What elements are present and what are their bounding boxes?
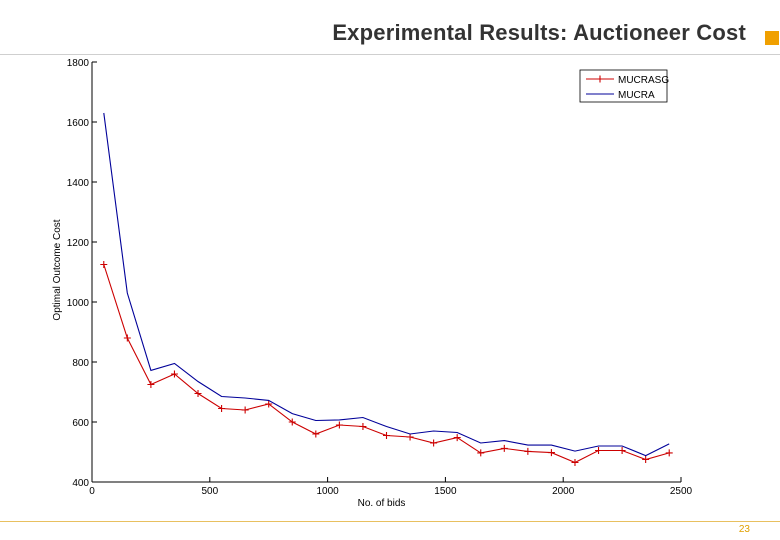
accent-square [765,31,779,45]
data-point-mucrasg [100,261,108,268]
data-point-mucrasg [383,432,390,439]
x-tick-label: 2000 [552,486,575,497]
data-point-mucrasg [194,390,202,397]
y-tick-label: 800 [72,358,89,369]
data-point-mucrasg [241,406,249,414]
x-tick-label: 1000 [316,486,339,497]
data-point-mucrasg [524,447,532,455]
title-divider [0,54,780,55]
y-tick-label: 1600 [67,118,90,129]
y-tick-label: 1200 [67,238,90,249]
legend-label-mucra: MUCRA [618,90,655,101]
data-point-mucrasg [359,423,367,430]
data-point-mucrasg [123,334,131,342]
data-point-mucrasg [571,459,579,466]
y-tick-label: 1000 [67,298,90,309]
slide-title: Experimental Results: Auctioneer Cost [332,20,746,45]
data-point-mucrasg [147,381,155,388]
data-point-mucrasg [218,405,226,412]
y-axis-title: Optimal Outcome Cost [52,219,63,320]
data-point-mucrasg [335,421,343,429]
legend-marker-mucrasg [596,75,604,83]
footer-divider [0,521,780,522]
data-point-mucrasg [477,449,485,457]
data-point-mucrasg [312,430,320,438]
x-axis-title: No. of bids [358,498,406,509]
y-tick-label: 1800 [67,58,90,69]
data-point-mucrasg [547,449,555,457]
data-point-mucrasg [618,447,626,454]
data-point-mucrasg [406,433,414,441]
x-tick-label: 2500 [670,486,693,497]
legend-box [579,69,668,103]
y-tick-label: 400 [72,478,89,489]
x-tick-label: 0 [89,486,95,497]
data-point-mucrasg [453,434,461,442]
data-point-mucrasg [642,456,650,463]
page-number: 23 [738,524,750,535]
legend-label-mucrasg: MUCRASG [618,75,669,86]
series-line-mucra [103,112,670,457]
data-point-mucrasg [665,449,673,457]
x-tick-label: 1500 [434,486,457,497]
y-tick-label: 1400 [67,178,90,189]
y-tick-label: 600 [72,418,89,429]
data-point-mucrasg [595,447,603,454]
data-point-mucrasg [265,400,273,408]
data-point-mucrasg [430,439,438,447]
data-point-mucrasg [288,418,296,426]
data-point-mucrasg [500,444,508,452]
x-tick-label: 500 [201,486,218,497]
data-point-mucrasg [170,370,178,378]
